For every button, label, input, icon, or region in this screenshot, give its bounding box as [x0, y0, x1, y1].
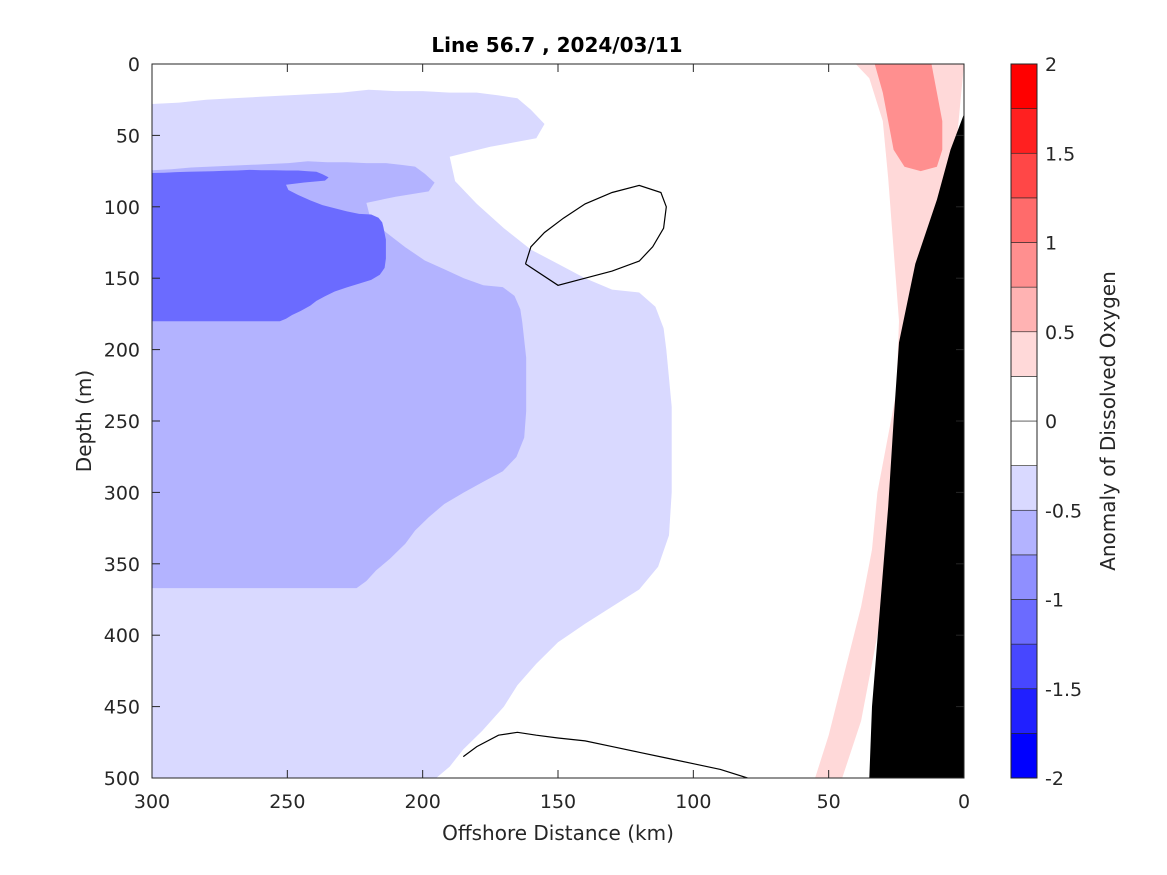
colorbar-swatch [1010, 152, 1038, 199]
colorbar-tick-label: 1.5 [1045, 143, 1075, 165]
chart-title: Line 56.7 , 2024/03/11 [431, 33, 682, 57]
x-axis-label: Offshore Distance (km) [442, 821, 674, 845]
colorbar-swatch [1010, 420, 1038, 466]
colorbar: 2 1.5 1 0.5 0 -0.5 -1 -1.5 -2 [1010, 54, 1082, 790]
x-tick-label: 0 [958, 791, 970, 813]
colorbar-tick-label: 2 [1045, 54, 1057, 76]
zero-contour-lower [462, 731, 748, 778]
colorbar-swatch [1010, 599, 1038, 645]
contour-region-negative-anomaly-core [152, 169, 386, 322]
colorbar-label: Anomaly of Dissolved Oxygen [1096, 271, 1120, 571]
colorbar-tick-label: -1.5 [1045, 679, 1082, 701]
y-tick-label: 250 [104, 411, 140, 433]
seafloor-layer [869, 114, 964, 778]
contour-line-layer [462, 184, 748, 778]
colorbar-swatch [1010, 286, 1038, 333]
colorbar-swatch [1010, 509, 1038, 556]
x-tick-label: 100 [675, 791, 711, 813]
colorbar-swatch [1010, 376, 1038, 422]
y-tick-label: 200 [104, 340, 140, 362]
y-tick-label: 150 [104, 268, 140, 290]
seafloor-topography [869, 114, 964, 778]
colorbar-swatch [1010, 197, 1038, 243]
colorbar-frame [1010, 63, 1038, 779]
x-axis: 300 250 200 150 100 50 0 [134, 64, 970, 813]
plot-area: 300 250 200 150 100 50 0 050100150200250300350… [104, 54, 970, 813]
colorbar-tick-label: 0.5 [1045, 322, 1075, 344]
x-tick-label: 200 [405, 791, 441, 813]
contour-region-positive-anomaly-core [874, 64, 943, 172]
colorbar-swatch [1010, 554, 1038, 600]
x-tick-label: 150 [540, 791, 576, 813]
y-axis: 0 50 100 150 200 250 300 350 400 450 500 [104, 54, 964, 790]
colorbar-swatch [1010, 331, 1038, 377]
colorbar-tick-label: 0 [1045, 411, 1057, 433]
colorbar-swatch [1010, 108, 1038, 154]
colorbar-tick-label: 1 [1045, 233, 1057, 255]
x-tick-label: 250 [269, 791, 305, 813]
y-tick-label: 100 [104, 197, 140, 219]
colorbar-swatch [1010, 643, 1038, 690]
x-tick-label: 50 [817, 791, 841, 813]
colorbar-swatch [1010, 242, 1038, 288]
y-axis-label: Depth (m) [72, 370, 96, 472]
colorbar-swatch [1010, 733, 1038, 779]
y-tick-label: 350 [104, 554, 140, 576]
colorbar-swatch [1010, 63, 1038, 109]
colorbar-swatch [1010, 688, 1038, 734]
colorbar-swatch [1010, 465, 1038, 511]
zero-contour-inner [524, 184, 667, 286]
y-tick-label: 50 [116, 125, 140, 147]
y-tick-label: 500 [104, 768, 140, 790]
colorbar-swatches [1010, 63, 1038, 779]
x-tick-label: 300 [134, 791, 170, 813]
colorbar-tick-label: -1 [1045, 590, 1064, 612]
y-tick-label: 450 [104, 697, 140, 719]
y-tick-label: 400 [104, 625, 140, 647]
colorbar-ticks: 2 1.5 1 0.5 0 -0.5 -1 -1.5 -2 [1045, 54, 1082, 790]
y-tick-label: 0 [128, 54, 140, 76]
colorbar-tick-label: -0.5 [1045, 500, 1082, 522]
colorbar-tick-label: -2 [1045, 768, 1064, 790]
y-tick-label: 300 [104, 482, 140, 504]
